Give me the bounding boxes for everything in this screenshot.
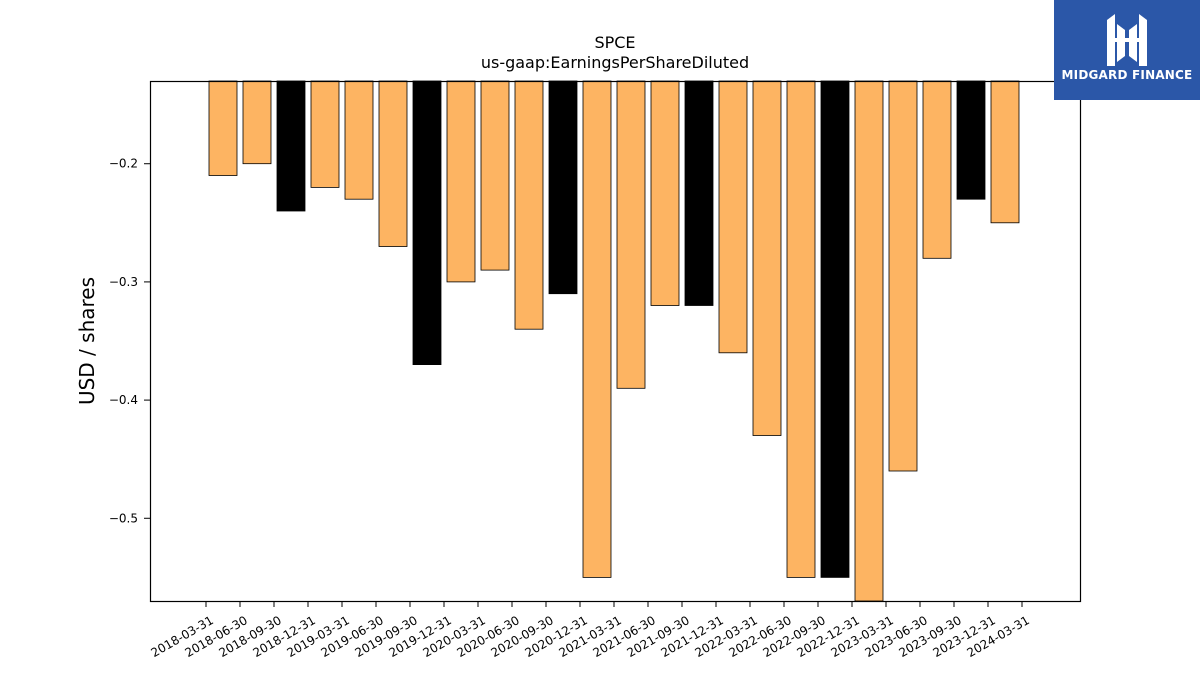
y-axis-label: USD / shares [75,277,99,405]
bar-2023-03-31 [854,80,884,602]
chart-title: SPCE [594,33,635,52]
y-ticks-group: −0.2 −0.3 −0.4 −0.5 [109,157,150,525]
plot-frame [149,80,1082,603]
bar-2022-12-31 [820,80,850,578]
midgard-logo-icon [1107,14,1147,66]
bars-group [208,80,1020,602]
chart-subtitle: us-gaap:EarningsPerShareDiluted [481,53,749,72]
y-tick-label: −0.4 [109,393,138,407]
bar-2020-09-30 [514,80,544,330]
midgard-finance-logo: MIDGARD FINANCE [1054,0,1200,100]
bar-2022-06-30 [752,80,782,436]
logo-text: MIDGARD FINANCE [1061,68,1193,82]
bar-2024-03-31 [990,80,1020,224]
bar-2021-12-31 [684,80,714,306]
bar-2023-12-31 [956,80,986,200]
bar-2019-12-31 [412,80,442,366]
bar-2023-09-30 [922,80,952,259]
bar-2020-06-30 [480,80,510,271]
bar-2021-03-31 [582,80,612,578]
bar-2019-03-31 [310,80,340,188]
bar-2018-09-30 [242,80,272,165]
x-ticks-group: 2018-03-312018-06-302018-09-302018-12-31… [148,601,1032,660]
bar-2021-09-30 [650,80,680,306]
y-tick-label: −0.2 [109,157,138,171]
bar-2022-09-30 [786,80,816,578]
bar-2018-12-31 [276,80,306,212]
bar-2021-06-30 [616,80,646,389]
bar-2023-06-30 [888,80,918,472]
y-tick-label: −0.3 [109,275,138,289]
bar-2020-12-31 [548,80,578,295]
bar-2019-06-30 [344,80,374,200]
y-tick-label: −0.5 [109,511,138,525]
bar-2019-09-30 [378,80,408,247]
bar-2022-03-31 [718,80,748,354]
bar-2018-06-30 [208,80,238,176]
bar-2020-03-31 [446,80,476,283]
